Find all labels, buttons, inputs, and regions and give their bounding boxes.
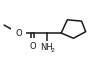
Text: NH: NH [41,43,53,52]
Text: O: O [29,42,36,51]
Text: O: O [15,29,22,37]
Text: 2: 2 [50,48,55,53]
